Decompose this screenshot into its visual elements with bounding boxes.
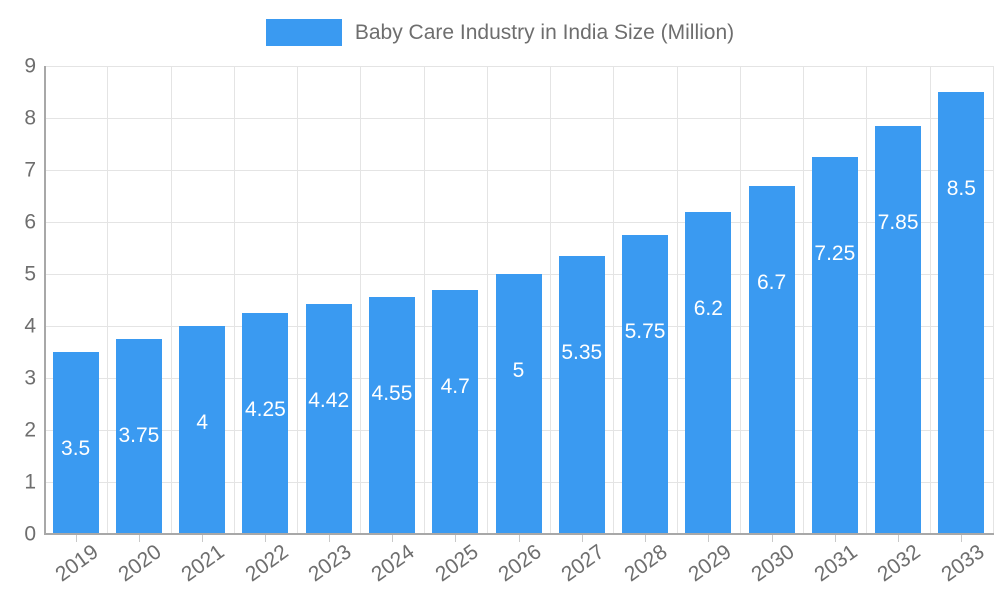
x-axis-line [44,533,994,535]
bar[interactable] [432,289,479,534]
gridline-vertical [107,66,108,534]
gridline-horizontal [44,66,993,67]
gridline-vertical [993,66,994,534]
x-axis-tick-label: 2032 [873,540,926,587]
x-axis-tick-label: 2030 [747,540,799,587]
bar[interactable] [368,297,415,534]
y-axis-line [44,66,46,534]
gridline-horizontal [44,222,993,223]
y-axis-tick-label: 2 [24,418,36,442]
x-axis-tick-label: 2020 [114,540,166,587]
y-axis-tick-label: 9 [24,54,36,78]
bar[interactable] [938,92,985,534]
gridline-vertical [677,66,678,534]
gridline-vertical [740,66,741,534]
chart-legend: Baby Care Industry in India Size (Millio… [0,14,1000,50]
x-axis-tick-label: 2019 [51,540,103,587]
bar[interactable] [115,339,162,534]
y-axis-tick-label: 4 [24,314,36,338]
y-axis-tick-label: 1 [24,470,36,494]
bar[interactable] [748,185,795,534]
y-axis-tick-label: 3 [24,366,36,390]
y-axis-tick-label: 6 [24,210,36,234]
x-axis-tick-mark [265,535,266,542]
x-axis-tick-mark [835,535,836,542]
bar[interactable] [685,211,732,534]
x-axis-tick-mark [898,535,899,542]
gridline-vertical [234,66,235,534]
gridline-vertical [360,66,361,534]
gridline-horizontal [44,170,993,171]
x-axis-tick-label: 2026 [494,540,546,587]
bar[interactable] [305,304,352,534]
plot-area: 3.5 3.75 4 4.25 4.42 4.55 4.7 5 5.35 5.75 6.2 6.7 7.… [44,66,994,535]
x-axis-tick-label: 2033 [936,540,989,587]
y-axis-tick-label: 7 [24,158,36,182]
gridline-vertical [866,66,867,534]
x-axis-tick-mark [708,535,709,542]
x-axis-tick-mark [961,535,962,542]
x-axis-tick-label: 2022 [241,540,293,587]
x-axis-tick-mark [582,535,583,542]
x-axis-tick-mark [645,535,646,542]
gridline-vertical [487,66,488,534]
x-axis-tick-mark [76,535,77,542]
y-axis-tick-label: 8 [24,106,36,130]
bar[interactable] [811,157,858,534]
x-axis-tick-label: 2025 [430,540,483,587]
x-axis-tick-mark [202,535,203,542]
x-axis-tick-mark [329,535,330,542]
legend-item-label: Baby Care Industry in India Size (Millio… [354,20,735,44]
legend-color-swatch [265,18,342,46]
x-axis-tick-label: 2029 [683,540,736,587]
bar[interactable] [242,313,289,534]
gridline-vertical [424,66,425,534]
gridline-vertical [171,66,172,534]
x-axis-tick-label: 2023 [304,540,356,587]
x-axis-tick-mark [455,535,456,542]
legend-item-baby-care-industry[interactable]: Baby Care Industry in India Size (Millio… [265,18,735,46]
bar[interactable] [179,326,226,534]
x-axis-tick-label: 2027 [557,540,609,587]
y-axis-tick-label: 0 [24,522,36,546]
gridline-vertical [930,66,931,534]
x-axis-tick-mark [139,535,140,542]
bar[interactable] [495,274,542,534]
bar[interactable] [875,125,922,534]
x-axis-tick-mark [772,535,773,542]
x-axis-tick-mark [519,535,520,542]
x-axis-tick-mark [392,535,393,542]
gridline-vertical [297,66,298,534]
x-axis-tick-label: 2021 [177,540,230,587]
gridline-horizontal [44,118,993,119]
gridline-vertical [613,66,614,534]
gridline-vertical [550,66,551,534]
x-axis-tick-label: 2031 [810,540,862,587]
x-axis-tick-label: 2024 [367,540,419,587]
x-axis-tick-label: 2028 [620,540,672,587]
y-axis-tick-labels: 0 1 2 3 4 5 6 7 8 9 [0,56,36,545]
bar[interactable] [52,352,99,534]
bar[interactable] [622,235,669,534]
bar[interactable] [558,255,605,534]
gridline-vertical [803,66,804,534]
y-axis-tick-label: 5 [24,262,36,286]
